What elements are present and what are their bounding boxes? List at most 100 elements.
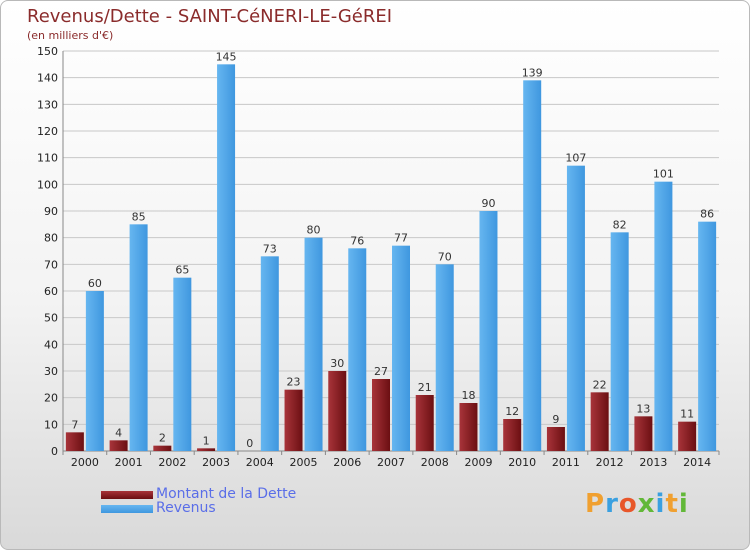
bar-dette	[459, 403, 478, 451]
x-tick-label: 2000	[71, 456, 99, 469]
data-label: 65	[175, 264, 189, 277]
data-label: 7	[71, 418, 78, 431]
x-tick-label: 2010	[508, 456, 536, 469]
data-label: 101	[653, 168, 674, 181]
data-label: 139	[522, 66, 543, 79]
bar-revenus	[523, 80, 542, 451]
data-label: 80	[307, 224, 321, 237]
x-tick-label: 2014	[683, 456, 711, 469]
data-label: 145	[216, 50, 237, 63]
y-tick-label: 90	[44, 205, 58, 218]
data-label: 107	[565, 152, 586, 165]
x-tick-label: 2005	[290, 456, 318, 469]
bar-revenus	[348, 248, 367, 451]
bar-revenus	[698, 221, 717, 451]
y-tick-label: 150	[37, 45, 58, 58]
y-tick-label: 20	[44, 392, 58, 405]
data-label: 4	[115, 426, 122, 439]
y-tick-label: 40	[44, 338, 58, 351]
logo-letter: i	[678, 489, 689, 519]
x-tick-label: 2003	[202, 456, 230, 469]
data-label: 11	[680, 408, 694, 421]
y-tick-label: 0	[51, 445, 58, 458]
data-label: 76	[350, 234, 364, 247]
bar-dette	[197, 448, 216, 451]
logo-letter: x	[637, 489, 656, 519]
bar-revenus	[392, 245, 410, 451]
data-label: 77	[394, 232, 408, 245]
y-tick-label: 80	[44, 232, 58, 245]
logo-letter: P	[585, 489, 606, 519]
data-label: 2	[159, 432, 166, 445]
data-label: 30	[330, 357, 344, 370]
y-tick-label: 110	[37, 152, 58, 165]
bar-revenus	[654, 181, 673, 451]
proxiti-logo: Proxiti	[585, 489, 689, 519]
bar-dette	[328, 371, 347, 451]
bar-revenus	[173, 277, 192, 451]
bar-revenus	[260, 256, 279, 451]
bar-dette	[415, 395, 434, 451]
y-tick-label: 120	[37, 125, 58, 138]
legend-swatch-revenus	[101, 505, 153, 513]
bar-dette	[372, 379, 390, 451]
x-tick-label: 2013	[639, 456, 667, 469]
bar-dette	[65, 432, 84, 451]
x-tick-label: 2001	[115, 456, 143, 469]
data-label: 27	[374, 365, 388, 378]
y-tick-label: 60	[44, 285, 58, 298]
x-tick-label: 2007	[377, 456, 405, 469]
x-tick-label: 2008	[421, 456, 449, 469]
y-tick-label: 100	[37, 178, 58, 191]
bar-revenus	[217, 64, 236, 452]
data-label: 18	[461, 389, 475, 402]
legend-label-dette: Montant de la Dette	[156, 486, 297, 502]
logo-letter: o	[618, 489, 638, 519]
bar-revenus	[435, 264, 454, 451]
chart-title: Revenus/Dette - SAINT-CéNERI-LE-GéREI	[27, 6, 393, 27]
data-label: 22	[593, 378, 607, 391]
bar-dette	[634, 416, 653, 451]
bar-revenus	[85, 291, 104, 451]
x-tick-label: 2009	[464, 456, 492, 469]
logo-letter: r	[605, 489, 619, 519]
data-label: 13	[636, 402, 650, 415]
x-tick-label: 2002	[158, 456, 186, 469]
data-label: 9	[552, 413, 559, 426]
data-label: 90	[481, 197, 495, 210]
logo-letter: t	[665, 489, 679, 519]
bar-dette	[678, 421, 697, 451]
bar-dette	[153, 445, 172, 451]
y-tick-label: 140	[37, 72, 58, 85]
bar-revenus	[610, 232, 629, 451]
bar-dette	[109, 440, 128, 451]
data-label: 86	[700, 208, 714, 221]
y-tick-label: 130	[37, 98, 58, 111]
bar-dette	[503, 419, 522, 451]
data-label: 21	[418, 381, 432, 394]
chart-subtitle: (en milliers d'€)	[27, 29, 114, 42]
data-label: 23	[287, 376, 301, 389]
bar-dette	[284, 389, 303, 451]
y-tick-label: 30	[44, 365, 58, 378]
data-label: 82	[613, 218, 627, 231]
data-label: 70	[438, 250, 452, 263]
legend-label-revenus: Revenus	[156, 500, 216, 516]
x-tick-label: 2011	[552, 456, 580, 469]
data-label: 60	[88, 277, 102, 290]
x-tick-label: 2004	[246, 456, 274, 469]
bar-revenus	[129, 224, 148, 451]
x-tick-label: 2006	[333, 456, 361, 469]
x-tick-label: 2012	[596, 456, 624, 469]
bar-revenus	[479, 211, 498, 451]
data-label: 73	[263, 242, 277, 255]
data-label: 1	[203, 434, 210, 447]
y-tick-label: 50	[44, 312, 58, 325]
y-tick-label: 10	[44, 418, 58, 431]
logo-letter: i	[655, 489, 666, 519]
bar-dette	[590, 392, 609, 451]
y-tick-label: 70	[44, 258, 58, 271]
data-label: 0	[246, 437, 253, 450]
